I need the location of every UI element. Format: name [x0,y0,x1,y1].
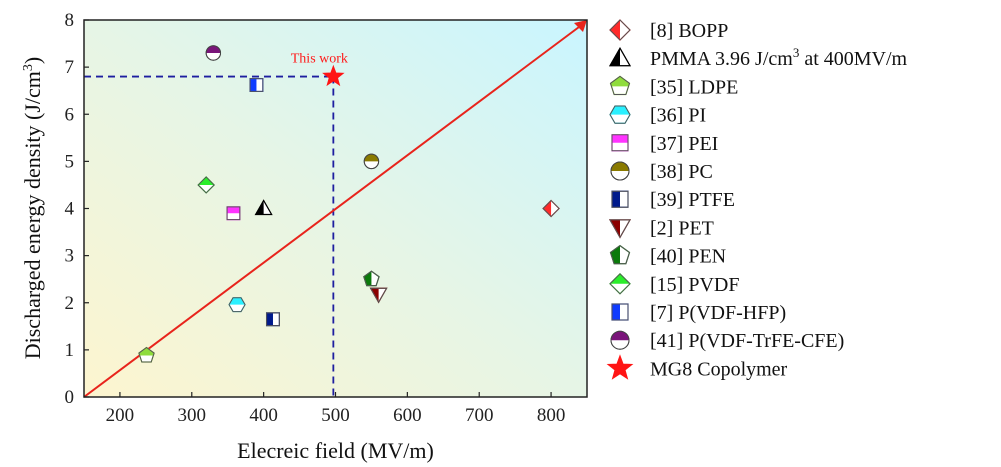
y-axis-title-sup: 3 [21,64,36,71]
legend-marker-bopp [609,19,631,41]
legend-label-pmma: PMMA 3.96 J/cm3 at 400MV/m [650,45,908,70]
trend-line-path [83,23,584,398]
marker-pmma [254,199,273,216]
marker-pvdfhfp [249,78,264,93]
legend-marker-pi [609,105,631,124]
y-tick-label: 5 [65,151,75,172]
guide-lines [84,75,335,397]
marker-ptfe [265,312,280,327]
legend-item-pei: [37] PEI [611,133,718,155]
marker-ldpe [138,346,155,363]
legend-label-ptfe: [39] PTFE [650,189,735,211]
x-tick-label: 700 [465,405,494,426]
marker-pen [363,270,380,287]
legend-label-bopp: [8] BOPP [650,20,728,42]
y-tick-label: 7 [65,57,75,78]
legend-marker-pc [610,161,630,181]
legend-marker-mg8 [606,354,634,380]
legend-item-ptfe: [39] PTFE [611,189,735,211]
x-axis-ticks: 200 300 400 500 600 700 800 [106,392,566,426]
y-tick-label: 0 [65,387,75,408]
legend-marker-pmma [608,46,632,67]
y-tick-label: 3 [65,246,75,267]
legend-label-pen: [40] PEN [650,246,726,268]
marker-bopp [542,199,560,218]
trend-arrowhead [574,20,587,32]
x-tick-label: 500 [321,405,350,426]
legend-item-pi: [36] PI [609,105,706,127]
legend-label-pvdf: [15] PVDF [650,274,739,296]
marker-pc [363,153,380,170]
legend-item-ldpe: [35] LDPE [609,75,738,98]
legend-item-pvdftrfe: [41] P(VDF-TrFE-CFE) [610,330,844,352]
legend-marker-pei [611,134,629,152]
y-tick-label: 8 [65,10,75,31]
x-tick-label: 300 [178,405,207,426]
legend-marker-pvdfhfp [611,303,629,321]
legend-label-mg8: MG8 Copolymer [650,358,788,380]
legend-marker-pen [609,244,631,265]
legend-marker-pet [608,219,632,239]
marker-pi [228,297,246,313]
legend-item-mg8: MG8 Copolymer [606,354,788,380]
legend-label-pi: [36] PI [650,105,706,127]
y-axis-title-end: ) [20,57,45,64]
y-axis-title: Discharged energy density (J/cm3) [20,57,45,360]
legend-label-pvdfhfp: [7] P(VDF-HFP) [650,302,786,324]
legend: [8] BOPP PMMA 3.96 J/cm3 at 400MV/m [35] L… [606,19,908,380]
y-tick-label: 4 [65,199,75,220]
legend-marker-ldpe [609,75,631,96]
marker-pvdf [197,176,216,194]
legend-label-pc: [38] PC [650,161,713,183]
y-tick-label: 2 [65,293,75,314]
y-axis-ticks: 0 1 2 3 4 5 6 7 8 [65,10,89,408]
legend-item-pc: [38] PC [610,161,713,183]
data-markers [138,45,560,363]
marker-mg8 [322,64,345,87]
y-tick-label: 1 [65,340,75,361]
x-tick-label: 400 [249,405,278,426]
marker-pvdftrfe [205,45,222,61]
legend-item-pvdf: [15] PVDF [609,272,739,296]
legend-marker-ptfe [611,190,629,208]
legend-label-pet: [2] PET [650,217,714,239]
legend-label-ldpe: [35] LDPE [650,76,738,98]
y-tick-label: 6 [65,104,75,125]
legend-marker-pvdftrfe [610,330,630,350]
marker-pei [226,206,241,221]
legend-marker-pvdf [609,272,631,295]
x-tick-label: 600 [393,405,422,426]
this-work-annotation: This work [291,52,348,67]
legend-item-pvdfhfp: [7] P(VDF-HFP) [611,302,786,324]
legend-item-pet: [2] PET [608,217,714,239]
y-axis-title-main: Discharged energy density (J/cm [20,71,45,359]
x-axis-title: Elecreic field (MV/m) [237,438,434,463]
marker-pet [369,287,388,304]
x-tick-label: 800 [537,405,566,426]
legend-item-pmma: PMMA 3.96 J/cm3 at 400MV/m [608,45,908,70]
legend-label-pei: [37] PEI [650,133,718,155]
legend-item-pen: [40] PEN [609,244,726,268]
trend-line [83,20,587,398]
legend-label-pvdftrfe: [41] P(VDF-TrFE-CFE) [650,330,844,352]
x-tick-label: 200 [106,405,135,426]
legend-item-bopp: [8] BOPP [609,19,728,42]
